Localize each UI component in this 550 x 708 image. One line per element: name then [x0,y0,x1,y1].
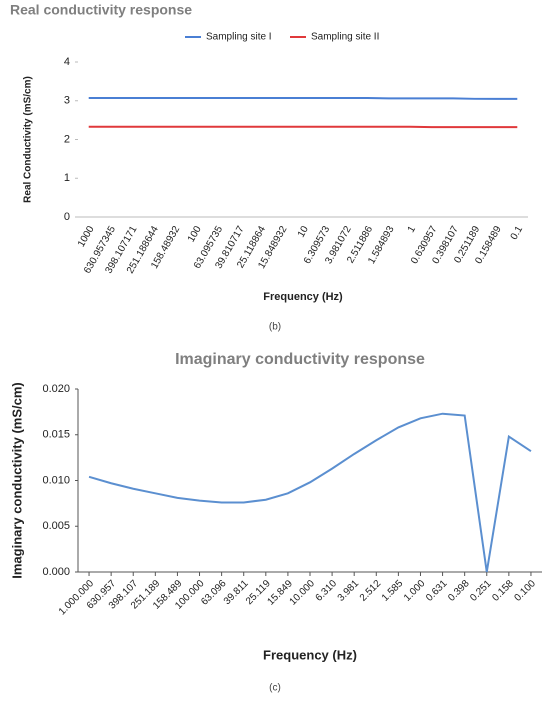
x-tick-label: 10 [296,224,311,240]
y-tick-label: 0 [64,211,70,223]
line-series [88,97,518,100]
y-tick-label: 0.015 [42,429,70,441]
chart-title: Real conductivity response [10,2,192,18]
x-tick-label: 0.1 [509,224,526,242]
x-tick-label: 1000 [76,224,97,249]
legend-label: Sampling site II [311,32,379,43]
y-axis-title: Real Conductivity (mS/cm) [23,76,34,203]
x-tick-label: 2.512 [358,578,384,604]
x-tick-label: 3.981 [336,578,362,604]
x-tick-label: 1.000 [402,578,428,604]
x-axis-title: Frequency (Hz) [263,647,357,662]
x-tick-label: 0.100 [512,578,538,604]
caption: (c) [269,683,281,694]
x-tick-label: 0.158 [490,578,516,604]
x-tick-label: 100 [186,224,204,244]
x-tick-label: 0.398 [446,578,472,604]
chart-title: Imaginary conductivity response [175,351,425,368]
x-tick-label: 1 [406,224,419,235]
y-tick-label: 0.020 [42,383,70,395]
y-tick-label: 4 [64,56,70,68]
y-axis-title: Imaginary conductivity (mS/cm) [9,382,24,579]
line-series [88,412,532,573]
y-tick-label: 1 [64,172,70,184]
y-tick-label: 2 [64,133,70,145]
y-tick-label: 0.000 [42,566,70,578]
x-tick-label: 10.000 [288,578,318,608]
caption: (b) [269,322,281,333]
y-tick-label: 3 [64,95,70,107]
x-tick-label: 6.310 [314,578,340,604]
x-tick-label: 1.585 [380,578,406,604]
x-tick-label: 0.631 [424,578,450,604]
x-axis-title: Frequency (Hz) [263,291,343,303]
y-tick-label: 0.010 [42,474,70,486]
x-tick-label: 0.251 [468,578,494,604]
legend-label: Sampling site I [206,32,272,43]
y-tick-label: 0.005 [42,520,70,532]
